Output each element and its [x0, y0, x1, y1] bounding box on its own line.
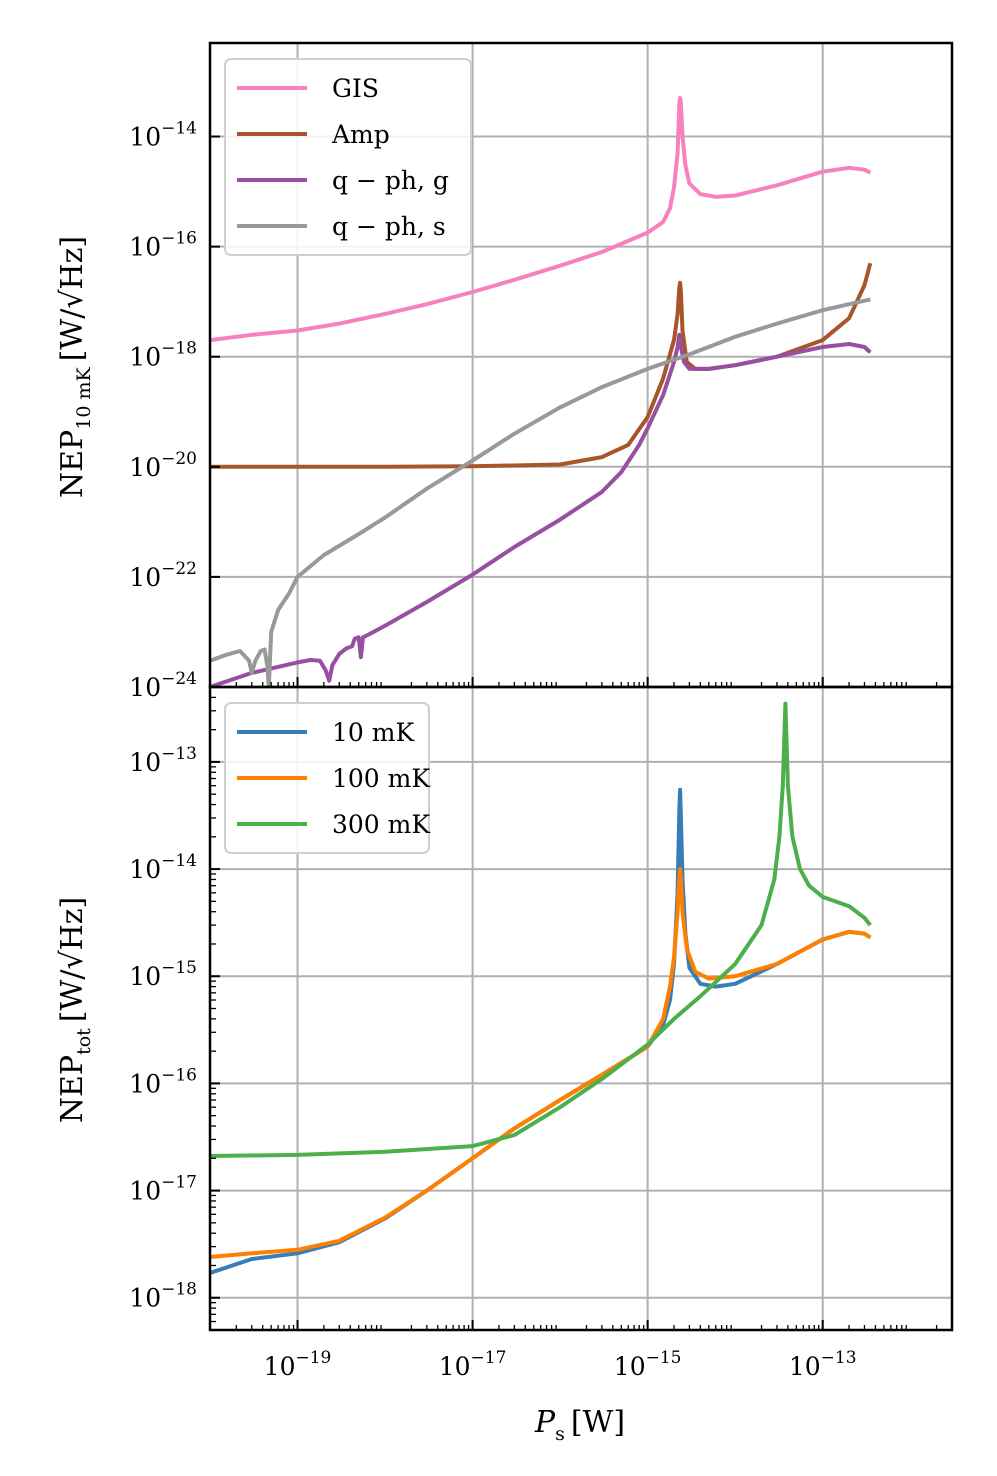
bottom-series-line-1: [210, 867, 872, 1259]
top-series-line-3: [210, 297, 871, 687]
bottom-y-tick-label: 10−18: [129, 1280, 197, 1313]
bottom-y-tick-label: 10−13: [129, 744, 197, 777]
bottom-legend-label: 300 mK: [332, 810, 431, 839]
top-legend-label: q − ph, g: [332, 166, 449, 195]
top-legend-label: Amp: [331, 120, 390, 149]
bottom-ticks: [210, 686, 953, 1331]
bottom-series: [210, 701, 872, 1275]
top-legend-label: q − ph, s: [332, 212, 446, 241]
bottom-legend: 10 mK 100 mK 300 mK: [224, 702, 431, 854]
bottom-x-tick-label: 10−19: [264, 1348, 332, 1381]
top-series-line-2: [210, 332, 872, 687]
top-panel: 10−24 10−22 10−20 10−18 10−16 10−14 GIS Amp q − …: [129, 41, 954, 702]
bottom-y-tick-label: 10−15: [129, 958, 197, 991]
top-y-tick-label: 10−14: [129, 119, 197, 152]
bottom-legend-label: 100 mK: [332, 764, 431, 793]
bottom-x-tick-label: 10−13: [789, 1348, 857, 1381]
bottom-y-axis-label: NEPtot[W/√Hz]: [55, 897, 95, 1124]
top-y-axis-label: NEP10 mK[W/√Hz]: [55, 236, 95, 498]
bottom-series-line-0: [210, 787, 872, 1275]
top-y-tick-label: 10−22: [129, 559, 197, 592]
bottom-panel: 10−18 10−17 10−16 10−15 10−14 10−13 10−19 10−17…: [129, 685, 954, 1381]
bottom-series-line-2: [210, 701, 872, 1158]
top-legend-box: [224, 58, 472, 256]
bottom-x-tick-label: 10−17: [439, 1348, 507, 1381]
top-y-tick-label: 10−16: [129, 229, 197, 262]
top-y-tick-label: 10−18: [129, 339, 197, 372]
bottom-legend-label: 10 mK: [332, 718, 415, 747]
top-legend: GIS Amp q − ph, g q − ph, s: [224, 58, 472, 256]
x-axis-label: Ps [W]: [534, 1405, 625, 1445]
top-y-tick-label: 10−20: [129, 449, 197, 482]
bottom-legend-box: [224, 702, 430, 854]
top-series-line-1: [210, 262, 873, 469]
bottom-y-tick-label: 10−17: [129, 1173, 197, 1206]
bottom-y-tick-label: 10−16: [129, 1065, 197, 1098]
top-series: [210, 96, 873, 687]
top-y-tick-label: 10−24: [129, 669, 197, 702]
top-legend-label: GIS: [332, 74, 379, 103]
top-series-line-0: [210, 96, 872, 343]
bottom-x-tick-label: 10−15: [614, 1348, 682, 1381]
bottom-y-tick-label: 10−14: [129, 851, 197, 884]
